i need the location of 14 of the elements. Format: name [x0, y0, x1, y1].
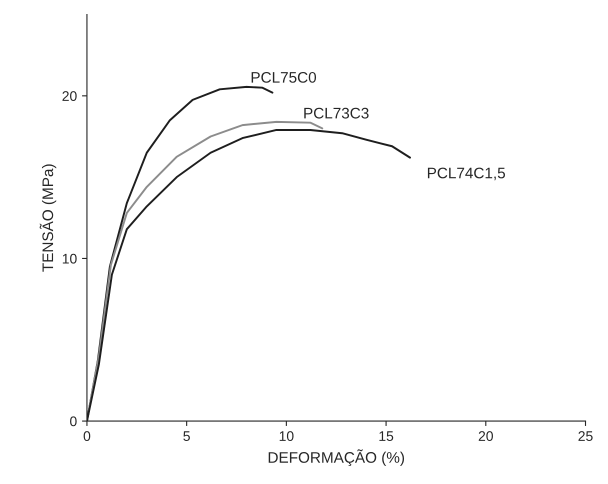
x-tick-label: 20 [478, 431, 493, 442]
series-label: PCL74C1,5 [428, 168, 506, 180]
series-label: PCL75C0 [252, 72, 316, 83]
x-axis-title: DEFORMAÇÃO (%) [268, 449, 404, 466]
x-tick-label: 25 [578, 431, 593, 442]
x-tick-label: 10 [280, 431, 294, 442]
x-tick-label: 0 [84, 431, 90, 442]
y-tick-label: 10 [62, 254, 77, 264]
y-axis-title: TENSÃO (MPa) [40, 164, 56, 272]
series-label: PCL73C3 [304, 108, 369, 119]
x-tick-label: 15 [379, 431, 394, 442]
y-tick-label: 20 [62, 91, 77, 101]
y-tick-label: 0 [70, 416, 77, 426]
x-tick-label: 5 [183, 431, 190, 442]
